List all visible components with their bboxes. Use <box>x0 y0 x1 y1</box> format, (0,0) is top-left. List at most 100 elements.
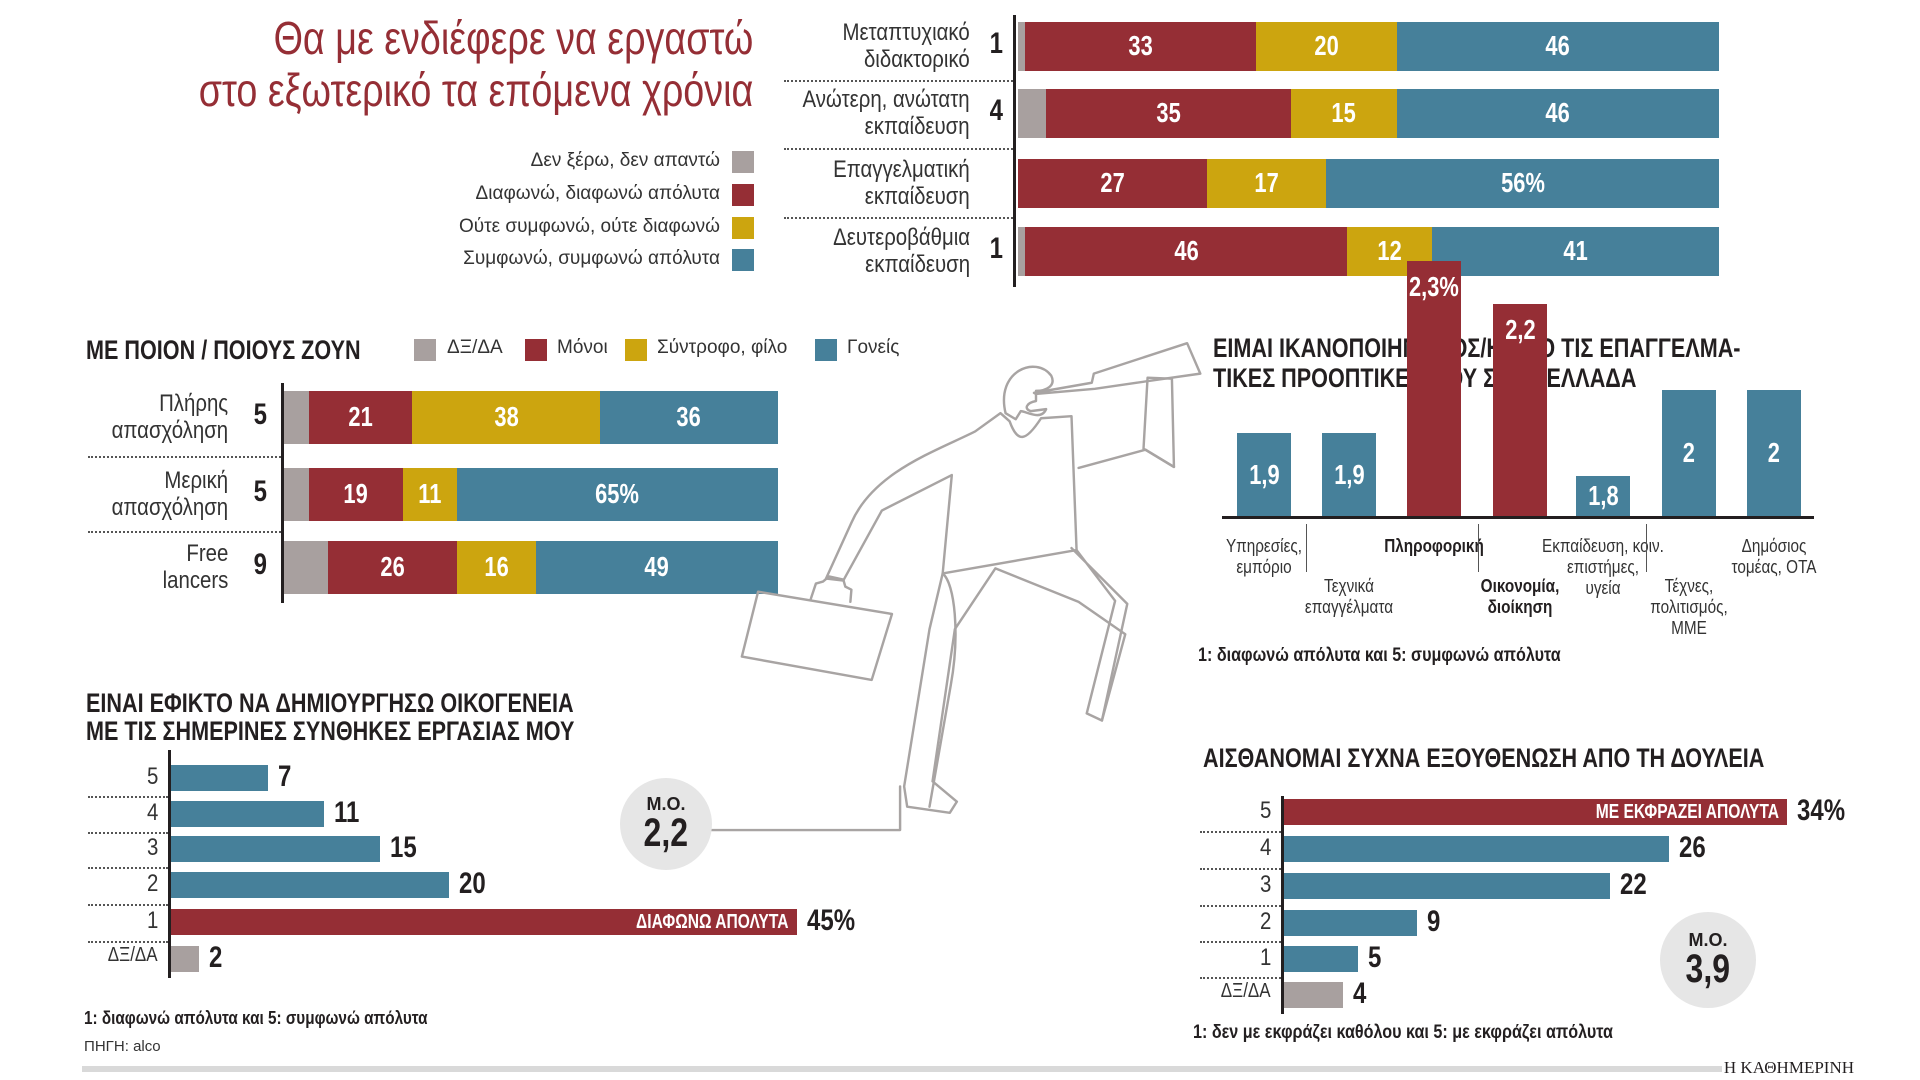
bar <box>1284 910 1418 936</box>
bar-value-label: 46 <box>1545 30 1570 61</box>
category-label-line: Πληροφορική <box>1384 536 1484 556</box>
category-label-line: επιστήμες, <box>1566 557 1640 577</box>
bar: 1,9 <box>1322 433 1376 516</box>
category-label: Τεχνικά επαγγέλματα <box>1269 576 1429 618</box>
living-chart-title: ΜΕ ΠΟΙΟΝ / ΠΟΙΟΥΣ ΖΟΥΝ <box>86 335 361 365</box>
label-separator <box>1306 524 1307 572</box>
legend-swatch-disagree <box>732 184 754 206</box>
bar: 2,2 <box>1493 304 1547 516</box>
living-legend-swatch-alone <box>525 339 547 361</box>
family-mean-value: 2,2 <box>643 811 689 855</box>
main-title-line-2: στο εξωτερικό τα επόμενα χρόνια <box>198 64 753 116</box>
bar-segment-neutral: 15 <box>1291 88 1397 138</box>
category-label: Δευτεροβάθμια εκπαίδευση <box>809 224 970 278</box>
bar-segment-dk <box>284 467 309 521</box>
legend-label-agree: Συμφωνώ, συμφωνώ απόλυτα <box>463 248 720 269</box>
category-label-line: Επαγγελματική <box>833 156 970 183</box>
bar-segment-disagree: 33 <box>1025 21 1257 71</box>
row-divider <box>88 796 168 798</box>
bar-inner-label: ΜΕ ΕΚΦΡΑΖΕΙ ΑΠΟΛΥΤΑ <box>1595 800 1780 823</box>
bar-segment-dk <box>1018 21 1025 71</box>
bar-segment-agree: 56% <box>1326 158 1719 208</box>
bar-value-label: 15 <box>1331 97 1357 128</box>
bar-segment-dk <box>284 540 329 594</box>
category-label-line: Οικονομία, <box>1480 576 1560 596</box>
bar-value-label: 21 <box>348 401 373 432</box>
category-label-line: Τεχνικά <box>1324 576 1374 596</box>
bar: 2 <box>1747 390 1801 516</box>
bar-segment-disagree: 19 <box>308 467 403 521</box>
burnout-mean-badge: Μ.Ο. 3,9 <box>1660 912 1756 1008</box>
bar-segment-disagree: 46 <box>1025 226 1348 276</box>
bar-value-label: 1,8 <box>1587 480 1619 511</box>
category-label-line: Υπηρεσίες, <box>1225 536 1303 556</box>
bar-value-label: 26 <box>380 551 405 582</box>
bar-value-label: 11 <box>333 796 360 829</box>
row-label: 4 <box>146 799 158 826</box>
row-divider <box>88 940 168 943</box>
bar-segment-agree: 49 <box>535 540 778 594</box>
category-label-line: πολιτισμός, <box>1650 597 1728 617</box>
bar <box>1284 836 1669 862</box>
bar-segment-dk <box>284 390 309 444</box>
label-separator <box>1646 524 1647 572</box>
bar-value-label: 33 <box>1128 30 1153 61</box>
row-label: 4 <box>1259 834 1271 861</box>
bar: 1,9 <box>1237 433 1291 516</box>
row-label: 1 <box>146 907 158 934</box>
chart-axis <box>1013 15 1016 287</box>
category-label: Εκπαίδευση, κοιν. επιστήμες, υγεία <box>1523 536 1683 599</box>
category-label-line: Ανώτερη, ανώτατη <box>802 86 970 113</box>
category-label-line: Τέχνες, <box>1664 576 1714 596</box>
bar-value-label: 12 <box>1377 235 1402 266</box>
category-label: Μερική απασχόληση <box>91 467 228 521</box>
row-label: 5 <box>1259 797 1271 824</box>
bar-value-label: 9 <box>1427 905 1441 938</box>
bar-segment-agree: 65% <box>456 467 778 521</box>
bar-inner-label: ΔΙΑΦΩΝΩ ΑΠΟΛΥΤΑ <box>635 910 789 933</box>
category-label-line: εμπόριο <box>1236 557 1292 577</box>
category-label-line: διοίκηση <box>1487 597 1553 617</box>
category-label: Υπηρεσίες, εμπόριο <box>1184 536 1344 578</box>
legend-label-neutral: Ούτε συμφωνώ, ούτε διαφωνώ <box>458 216 720 237</box>
bar-segment-dk <box>1018 226 1025 276</box>
category-label-line: Μεταπτυχιακό <box>842 19 970 46</box>
bar: ΔΙΑΦΩΝΩ ΑΠΟΛΥΤΑ <box>171 909 797 935</box>
row-divider <box>88 831 168 834</box>
living-legend-swatch-partner <box>625 339 647 361</box>
bar-segment-disagree: 27 <box>1018 158 1208 208</box>
bar-value-label: 46 <box>1174 235 1199 266</box>
row-divider <box>88 530 281 533</box>
bar-value-label: 2,3% <box>1409 271 1459 302</box>
category-label-line: επαγγέλματα <box>1304 597 1394 617</box>
bar-value-label: 41 <box>1563 235 1588 266</box>
row-divider <box>1200 867 1281 870</box>
category-label-line: τομέας, ΟΤΑ <box>1731 557 1817 577</box>
category-label-line: διδακτορικό <box>864 46 970 73</box>
satisfaction-note: 1: διαφωνώ απόλυτα και 5: συμφωνώ απόλυτ… <box>1198 645 1561 666</box>
category-label-line: απασχόληση <box>111 417 228 444</box>
category-label-line: εκπαίδευση <box>865 251 970 278</box>
row-label: 3 <box>146 834 158 861</box>
bar: 2,3% <box>1407 261 1461 516</box>
category-label: Ανώτερη, ανώτατη εκπαίδευση <box>773 86 970 140</box>
bar-value-label: 35 <box>1156 97 1181 128</box>
bar-value-label: 2,2 <box>1504 314 1536 345</box>
bar <box>171 765 269 791</box>
bar <box>171 801 324 827</box>
category-label: Πλήρης απασχόληση <box>91 390 228 444</box>
burnout-note: 1: δεν με εκφράζει καθόλου και 5: με εκφ… <box>1193 1022 1613 1043</box>
legend-swatch-agree <box>732 249 754 271</box>
row-divider <box>1200 941 1281 943</box>
bar-segment-neutral: 12 <box>1347 226 1432 276</box>
bar <box>1284 873 1610 899</box>
bar-segment-disagree: 21 <box>308 390 413 444</box>
row-label: 3 <box>1259 871 1271 898</box>
category-label: Μεταπτυχιακό διδακτορικό <box>820 19 970 73</box>
living-legend-label-dk: ΔΞ/ΔΑ <box>447 337 503 358</box>
category-label: Οικονομία, διοίκηση <box>1440 576 1600 618</box>
dk-value-label: 1 <box>989 232 1004 265</box>
row-divider <box>88 867 168 869</box>
bar-value-label: 7 <box>278 760 292 793</box>
bar-value-label: 26 <box>1678 831 1706 864</box>
